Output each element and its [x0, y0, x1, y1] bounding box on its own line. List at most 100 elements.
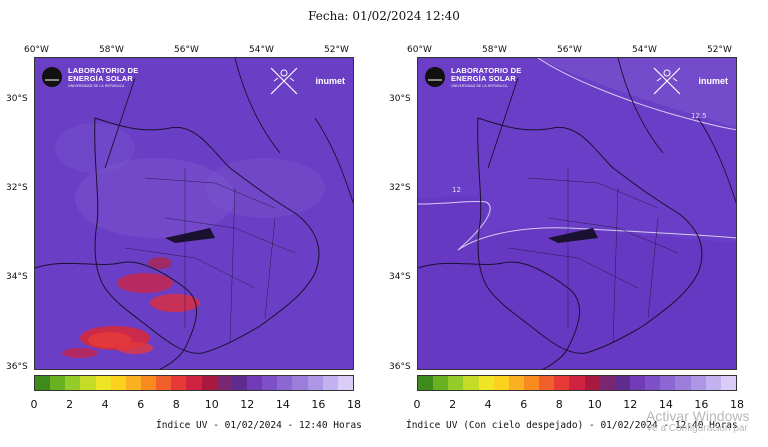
colorbar-segment [231, 376, 247, 390]
colorbar-segment [523, 376, 540, 390]
colorbar-segment [584, 376, 600, 390]
lat-label: 30°S [389, 94, 411, 104]
colorbar-segment [80, 376, 96, 390]
colorbar-segment [95, 376, 111, 390]
logo-sub: UNIVERSIDAD DE LA REPÚBLICA [451, 83, 508, 88]
colorbar-segment [705, 376, 721, 390]
colorbar-segment [216, 376, 232, 390]
colorbar-segment [50, 376, 66, 390]
les-logo-icon [42, 67, 62, 87]
lon-label: 58°W [482, 45, 507, 55]
colorbar-segment [554, 376, 570, 390]
colorbar-tick: 18 [730, 398, 744, 411]
colorbar-segment [246, 376, 263, 390]
colorbar-segment [720, 376, 736, 390]
lat-label: 36°S [389, 362, 411, 372]
les-logo: LABORATORIO DE ENERGÍA SOLAR UNIVERSIDAD… [41, 66, 138, 88]
lat-label: 34°S [389, 272, 411, 282]
logo-line2: ENERGÍA SOLAR [451, 73, 516, 83]
colorbar-tick: 18 [347, 398, 361, 411]
colorbar-segment [337, 376, 353, 390]
colorbar-segment [307, 376, 323, 390]
logo-line1: LABORATORIO DE [451, 65, 522, 75]
colorbar-tick: 2 [449, 398, 457, 411]
uv-index-panel: 60°W 58°W 56°W 54°W 52°W 30°S 32°S 34°S … [0, 42, 362, 437]
colorbar-tick: 12 [623, 398, 638, 411]
lat-label: 32°S [6, 183, 28, 193]
colorbar-segment [322, 376, 338, 390]
colorbar-segment [140, 376, 157, 390]
uv-map-graphic [35, 58, 353, 369]
inumet-label: inumet [315, 76, 345, 86]
uv-colorbar [34, 375, 354, 391]
clear-sky-uv-panel: 60°W 58°W 56°W 54°W 52°W 30°S 32°S 34°S … [383, 42, 744, 437]
lon-label: 54°W [632, 45, 657, 55]
colorbar-tick: 16 [694, 398, 709, 411]
colorbar-segment [690, 376, 706, 390]
colorbar-segment [433, 376, 449, 390]
lat-label: 36°S [6, 362, 28, 372]
clear-sky-uv-map: 12.5 12 LABORATORIO DE ENERGÍA SOLAR UNI… [417, 57, 737, 370]
colorbar-tick: 6 [137, 398, 145, 411]
colorbar-segment [508, 376, 524, 390]
colorbar-segment [65, 376, 81, 390]
windows-activation-watermark: Activar Windows Ve a Configuración par [646, 408, 749, 434]
colorbar-segment [418, 376, 434, 390]
colorbar-segment [660, 376, 676, 390]
colorbar-tick: 8 [172, 398, 180, 411]
colorbar-tick: 4 [484, 398, 492, 411]
colorbar-segment [110, 376, 126, 390]
contour-label: 12.5 [691, 112, 707, 120]
colorbar-segment [675, 376, 691, 390]
lon-label: 60°W [407, 45, 432, 55]
watermark-line1: Activar Windows [646, 408, 750, 424]
inumet-icon [653, 67, 681, 95]
map-caption: Índice UV - 01/02/2024 - 12:40 Horas [156, 420, 362, 431]
logo-sub: UNIVERSIDAD DE LA REPÚBLICA [68, 83, 125, 88]
colorbar-segment [599, 376, 615, 390]
page-title: Fecha: 01/02/2024 12:40 [308, 9, 460, 23]
colorbar-tick: 8 [555, 398, 563, 411]
colorbar-tick: 16 [311, 398, 326, 411]
colorbar-segment [186, 376, 202, 390]
colorbar-tick: 14 [658, 398, 673, 411]
colorbar-tick: 10 [204, 398, 219, 411]
colorbar-segment [292, 376, 308, 390]
colorbar-segment [171, 376, 187, 390]
colorbar-tick: 6 [520, 398, 528, 411]
colorbar-tick: 2 [66, 398, 74, 411]
lat-label: 30°S [6, 94, 28, 104]
colorbar-tick: 10 [587, 398, 602, 411]
clear-sky-map-graphic: 12.5 12 [418, 58, 736, 369]
logo-line2: ENERGÍA SOLAR [68, 73, 133, 83]
logo-line1: LABORATORIO DE [68, 65, 139, 75]
map-caption: Índice UV (Con cielo despejado) - 01/02/… [406, 420, 738, 431]
colorbar-tick: 0 [30, 398, 38, 411]
inumet-icon [270, 67, 298, 95]
lon-label: 52°W [324, 45, 349, 55]
colorbar-segment [156, 376, 172, 390]
colorbar-segment [35, 376, 51, 390]
lat-label: 32°S [389, 183, 411, 193]
colorbar-segment [262, 376, 278, 390]
colorbar-tick: 12 [240, 398, 255, 411]
colorbar-segment [478, 376, 494, 390]
inumet-label: inumet [698, 76, 728, 86]
colorbar-segment [493, 376, 509, 390]
lon-label: 56°W [174, 45, 199, 55]
les-logo: LABORATORIO DE ENERGÍA SOLAR UNIVERSIDAD… [424, 66, 521, 88]
colorbar-tick: 14 [275, 398, 290, 411]
colorbar-tick: 0 [413, 398, 421, 411]
colorbar-tick: 4 [101, 398, 109, 411]
colorbar-segment [201, 376, 217, 390]
colorbar-segment [629, 376, 646, 390]
uv-map: LABORATORIO DE ENERGÍA SOLAR UNIVERSIDAD… [34, 57, 354, 370]
colorbar-segment [125, 376, 141, 390]
lon-label: 52°W [707, 45, 732, 55]
contour-label: 12 [452, 186, 461, 194]
lon-label: 58°W [99, 45, 124, 55]
lon-label: 56°W [557, 45, 582, 55]
colorbar-segment [645, 376, 661, 390]
colorbar-segment [539, 376, 555, 390]
watermark-line2: Ve a Configuración par [646, 423, 748, 434]
